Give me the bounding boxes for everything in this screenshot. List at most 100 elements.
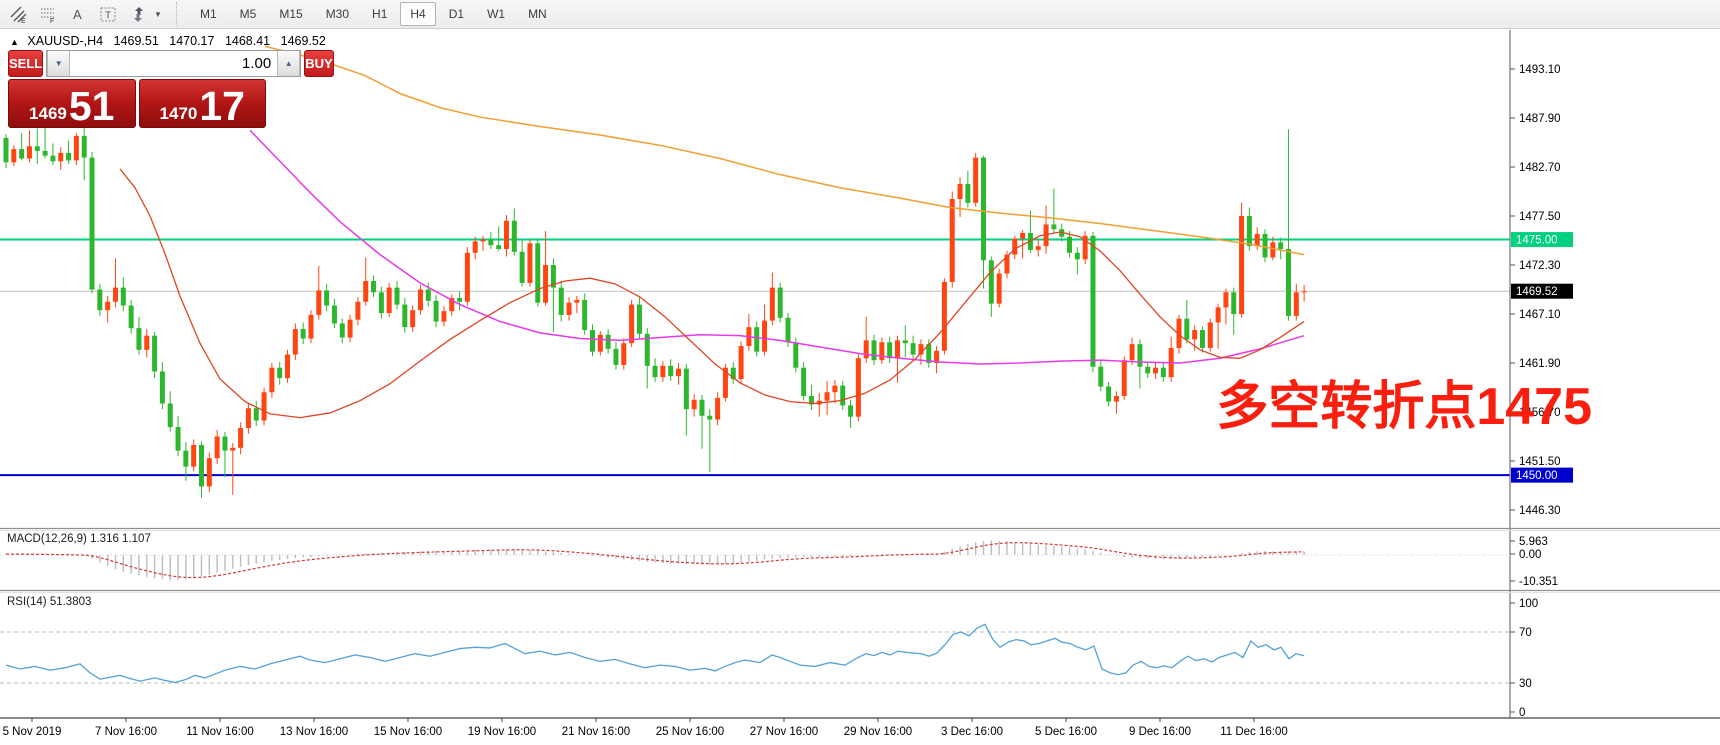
time-tick-label: 11 Dec 16:00 [1220, 726, 1288, 738]
tab-mn[interactable]: MN [518, 2, 557, 26]
price-tick-label: 1446.30 [1519, 505, 1561, 517]
candle-body [644, 333, 650, 366]
candle-body [1254, 233, 1260, 247]
candle-body [26, 146, 32, 159]
time-tick-label: 27 Nov 16:00 [750, 726, 818, 738]
rsi-line [5, 623, 1305, 684]
tab-h1[interactable]: H1 [362, 2, 397, 26]
price-tick-label: 1472.30 [1519, 260, 1561, 272]
candle-body [285, 354, 291, 379]
candle-body [574, 299, 580, 303]
candle-body [433, 300, 439, 322]
candle-body [941, 281, 947, 351]
candle-body [613, 348, 619, 365]
chevron-down-icon[interactable]: ▼ [154, 9, 162, 19]
price-badge-label: 1450.00 [1516, 470, 1558, 482]
arrow-objects-icon[interactable] [124, 1, 152, 27]
text-label-icon[interactable]: A [64, 1, 92, 27]
candle-body [73, 135, 79, 161]
macd-tick-label: -10.351 [1519, 576, 1558, 588]
price-badge-label: 1475.00 [1516, 235, 1558, 247]
candle-body [386, 287, 392, 314]
candle-body [1239, 215, 1245, 314]
candle-body [1262, 233, 1268, 258]
candle-body [597, 334, 603, 352]
candle-body [808, 395, 814, 405]
svg-text:A: A [73, 7, 82, 22]
price-badge-1475.00 [1511, 232, 1573, 248]
tab-m30[interactable]: M30 [316, 2, 359, 26]
volume-input[interactable] [70, 51, 278, 76]
candle-body [918, 344, 924, 355]
time-tick-label: 5 Dec 16:00 [1035, 726, 1097, 738]
time-tick-label: 5 Nov 2019 [3, 726, 62, 738]
candle-body [355, 301, 361, 320]
candle-body [261, 392, 267, 421]
fast-ma-line [119, 168, 1305, 419]
candle-body [832, 385, 838, 393]
candle-body [1082, 235, 1088, 260]
candle-body [112, 287, 118, 302]
candle-body [676, 368, 682, 377]
candle-body [97, 289, 103, 311]
candle-body [668, 365, 674, 377]
tab-w1[interactable]: W1 [477, 2, 515, 26]
candle-body [81, 135, 87, 158]
candle-body [1246, 215, 1252, 247]
text-box-icon[interactable]: T [94, 1, 122, 27]
ohlc-high: 1470.17 [169, 34, 215, 48]
bid-price-panel[interactable]: 1469 51 [8, 79, 136, 128]
candle-body [175, 427, 181, 451]
macd-tick-label: 0.00 [1519, 549, 1541, 561]
time-tick-label: 13 Nov 16:00 [280, 726, 348, 738]
candle-body [785, 317, 791, 343]
candle-body [402, 304, 408, 328]
candle-body [707, 415, 713, 420]
sell-button[interactable]: SELL [8, 50, 44, 77]
tab-m1[interactable]: M1 [190, 2, 227, 26]
candle-body [378, 292, 384, 314]
candle-body [206, 458, 212, 487]
bid-price-main: 1469 [29, 104, 67, 123]
price-tick-label: 1467.10 [1519, 309, 1561, 321]
candle-body [1074, 252, 1080, 260]
candle-body [722, 367, 728, 398]
tab-d1[interactable]: D1 [439, 2, 474, 26]
candle-body [425, 289, 431, 301]
candle-body [105, 301, 111, 311]
tab-h4[interactable]: H4 [400, 2, 436, 26]
candle-body [394, 287, 400, 305]
price-badge-1450.00 [1511, 467, 1573, 483]
chart-title: ▲ XAUUSD-,H4 1469.51 1470.17 1468.41 146… [10, 34, 333, 48]
collapse-triangle-icon[interactable]: ▲ [10, 37, 19, 47]
price-tick-label: 1461.90 [1519, 358, 1561, 370]
equidistant-channel-icon[interactable]: E [4, 1, 32, 27]
time-tick-label: 11 Nov 16:00 [186, 726, 254, 738]
time-tick-label: 15 Nov 16:00 [374, 726, 442, 738]
ask-price-panel[interactable]: 1470 17 [138, 79, 266, 128]
volume-decrease-button[interactable]: ▼ [47, 51, 71, 76]
tab-m15[interactable]: M15 [269, 2, 312, 26]
svg-text:F: F [50, 18, 54, 24]
candle-body [1129, 344, 1135, 361]
buy-button[interactable]: BUY [304, 50, 334, 77]
candle-body [1067, 236, 1073, 253]
tab-m5[interactable]: M5 [230, 2, 267, 26]
volume-increase-button[interactable]: ▲ [277, 51, 301, 76]
candle-body [363, 281, 369, 302]
price-tick-label: 1487.90 [1519, 113, 1561, 125]
candle-body [316, 290, 322, 315]
candle-body [253, 408, 259, 421]
price-tick-label: 1456.70 [1519, 407, 1561, 419]
candle-body [457, 297, 463, 302]
candle-body [238, 428, 244, 448]
candle-body [488, 239, 494, 246]
medium-ma-line [249, 129, 1305, 365]
candle-body [222, 436, 228, 451]
candle-body [230, 447, 236, 451]
fibonacci-grid-icon[interactable]: F [34, 1, 62, 27]
candle-body [894, 340, 900, 359]
candle-body [1270, 242, 1276, 258]
